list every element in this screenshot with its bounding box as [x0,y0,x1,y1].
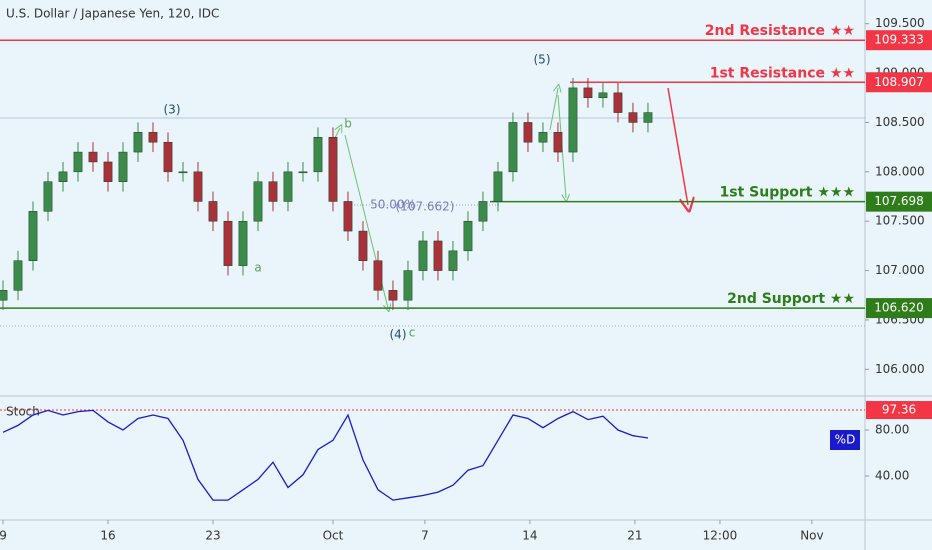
x-tick-label: 16 [100,529,115,543]
stoch-legend-badge [830,430,860,450]
annotation: (4) [390,328,407,342]
candle-body [28,211,38,261]
level-badge [866,298,932,319]
x-tick-label: Oct [323,529,344,543]
candle-body [463,220,473,252]
candle-body [583,87,593,99]
level-value: 106.620 [874,301,924,315]
y-tick-label: 107.000 [875,263,925,277]
candle-body [388,290,398,301]
x-tick-label: 9 [0,529,7,543]
y-tick-label: 108.000 [875,164,925,178]
candle-body [553,132,563,153]
candle-body [523,122,533,143]
level-value: 107.698 [874,194,924,208]
candle-body [43,181,53,212]
level-name: 1st Resistance ★★ [710,65,855,81]
x-tick-label: 7 [421,529,429,543]
candle-body [163,141,173,173]
x-tick-label: 14 [522,529,537,543]
candle-body [178,171,188,174]
candle-body [283,171,293,202]
x-tick-label: 21 [627,529,642,543]
candle-body [0,290,8,301]
candle-body [538,132,548,143]
candle-body [133,132,143,153]
y-tick-label: 107.500 [875,214,925,228]
stoch-level-label: 97.36 [882,403,916,417]
annotation: b [344,117,352,131]
x-tick-label: 12:00 [703,529,738,543]
candle-body [328,137,338,202]
candle-body [598,92,608,99]
chart-title: U.S. Dollar / Japanese Yen, 120, IDC [6,7,219,21]
candle-body [433,240,443,271]
candle-body [568,87,578,153]
candle-body [268,181,278,202]
level-name: 2nd Resistance ★★ [705,23,855,39]
candle-body [358,230,368,261]
candle-body [118,151,128,182]
stoch-legend: %D [835,433,856,447]
x-tick-label: Nov [800,529,823,543]
stoch-level-badge [866,401,932,420]
y-tick-label: 108.500 [875,115,925,129]
annotation: (107.662) [396,200,455,214]
y-tick-label: 106.000 [875,362,925,376]
candle-body [343,201,353,232]
wave-arrow [549,88,558,131]
annotation: 50.00% [370,198,416,212]
candle-body [448,250,458,271]
candle-body [373,260,383,291]
candle-body [628,112,638,123]
level-badge [866,191,932,212]
annotation: c [409,326,416,340]
candle-body [238,220,248,266]
candle-body [643,112,653,123]
candle-body [208,201,218,222]
candle-body [223,220,233,266]
candle-body [103,161,113,182]
level-badge [866,30,932,51]
candle-body [478,201,488,222]
level-name: 2nd Support ★★ [727,291,855,307]
candle-body [58,171,68,182]
level-badge [866,72,932,93]
candle-body [253,181,263,222]
annotation: (3) [164,103,181,117]
stoch-name: Stoch [6,405,40,419]
candle-body [493,171,503,202]
annotation: a [254,261,261,275]
level-value: 109.333 [874,33,924,47]
candle-body [418,240,428,271]
stoch-line [2,409,649,501]
x-tick-label: 23 [205,529,220,543]
candle-body [313,137,323,173]
forecast-arrow [667,87,688,205]
stoch-tick-label: 80.00 [875,422,909,436]
candle-body [88,151,98,163]
candle-body [73,151,83,173]
y-tick-label: 109.500 [875,16,925,30]
candle-body [148,132,158,143]
candle-body [13,260,23,291]
level-name: 1st Support ★★★ [720,185,855,201]
stoch-tick-label: 40.00 [875,468,909,482]
candle-body [403,270,413,301]
candle-body [193,171,203,202]
annotation: (5) [534,53,551,67]
candle-body [298,171,308,174]
candle-body [613,92,623,113]
candle-body [508,122,518,173]
level-value: 108.907 [874,75,924,89]
